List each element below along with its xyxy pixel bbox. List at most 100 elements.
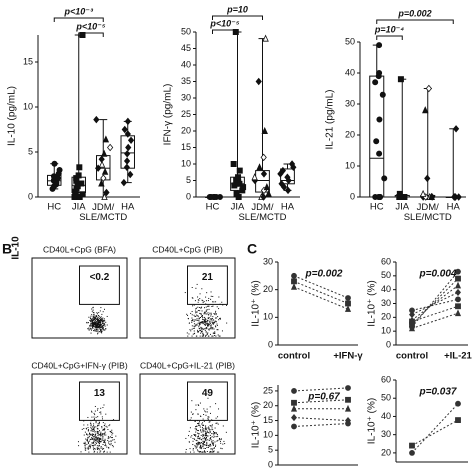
- flow-event: [100, 331, 102, 333]
- flow-frame: [139, 257, 236, 339]
- flow-event: [89, 317, 91, 319]
- flow-event: [198, 425, 200, 427]
- flow-event: [100, 431, 102, 433]
- flow-event: [199, 438, 201, 440]
- flow-event: [188, 435, 190, 437]
- flow-event: [190, 411, 192, 413]
- flow-event: [205, 300, 207, 302]
- flow-event: [200, 451, 202, 453]
- flow-event: [194, 327, 196, 329]
- flow-event: [83, 442, 85, 444]
- flow-event: [99, 440, 101, 442]
- data-point: [102, 135, 110, 143]
- flow-event: [104, 423, 106, 425]
- y-tick-label: 0: [268, 339, 273, 349]
- pair-line: [411, 278, 459, 325]
- flow-event: [199, 298, 201, 300]
- flow-event: [93, 447, 95, 449]
- flow-event: [193, 433, 195, 435]
- flow-event: [92, 324, 94, 326]
- flow-event: [101, 439, 103, 441]
- flow-event: [97, 327, 99, 329]
- flow-event: [92, 428, 94, 430]
- flow-event: [209, 325, 211, 327]
- flow-event: [218, 438, 220, 440]
- data-point: [290, 283, 298, 290]
- flow-event: [90, 329, 92, 331]
- flow-event: [200, 322, 202, 324]
- flow-event: [209, 451, 211, 453]
- flow-event: [217, 439, 219, 441]
- flow-event: [215, 422, 217, 424]
- flow-event: [191, 435, 193, 437]
- data-point: [290, 404, 298, 412]
- pair-line: [293, 399, 349, 404]
- flow-event: [199, 335, 201, 337]
- flow-event: [214, 427, 216, 429]
- flow-event: [226, 322, 228, 324]
- flow-event: [211, 436, 213, 438]
- flow-event: [92, 426, 94, 428]
- flow-event: [209, 443, 211, 445]
- flow-event: [195, 315, 197, 317]
- flow-event: [196, 311, 198, 313]
- flow-event: [194, 428, 196, 430]
- annotation: p=10⁻⁴: [374, 24, 405, 34]
- flow-event: [92, 322, 94, 324]
- flow-event: [200, 442, 202, 444]
- flow-event: [206, 411, 208, 413]
- flow-event: [196, 324, 198, 326]
- flow-event: [214, 333, 216, 335]
- flow-event: [102, 448, 104, 450]
- x-tick-label: JDM/SLE/MCTD: [79, 202, 127, 223]
- flow-event: [215, 444, 217, 446]
- flow-event: [213, 447, 215, 449]
- flow-event: [94, 322, 96, 324]
- flow-event: [104, 431, 106, 433]
- flow-event: [96, 322, 98, 324]
- flow-event: [100, 325, 102, 327]
- flow-event: [103, 429, 105, 431]
- flow-event: [187, 335, 189, 337]
- flow-event: [85, 427, 87, 429]
- data-point: [376, 42, 383, 49]
- flow-event: [208, 328, 210, 330]
- flow-event: [98, 434, 100, 436]
- flow-event: [197, 430, 199, 432]
- flow-event: [93, 437, 95, 439]
- flow-event: [83, 420, 85, 422]
- flow-event: [91, 410, 93, 412]
- flow-event: [194, 310, 196, 312]
- gate: [79, 265, 120, 305]
- flow-event: [191, 400, 193, 402]
- flow-event: [206, 446, 208, 448]
- y-tick-label: 45: [181, 43, 191, 53]
- flow-event: [86, 322, 88, 324]
- flow-event: [185, 451, 187, 453]
- annotation: p=0.037: [419, 387, 457, 398]
- flow-event: [92, 325, 94, 327]
- flow-event: [209, 322, 211, 324]
- flow-event: [196, 311, 198, 313]
- flow-event: [93, 423, 95, 425]
- flow-event: [211, 433, 213, 435]
- flow-event: [210, 391, 212, 393]
- flow-event: [196, 443, 198, 445]
- data-point: [455, 193, 462, 201]
- flow-event: [93, 425, 95, 427]
- flow-event: [186, 313, 188, 315]
- pair-line: [411, 419, 459, 447]
- flow-event: [97, 329, 99, 331]
- flow-event: [95, 441, 97, 443]
- flow-event: [95, 436, 97, 438]
- data-point: [232, 28, 239, 35]
- y-axis-label: IL-10⁺ (%): [251, 280, 262, 326]
- flow-event: [212, 295, 214, 297]
- flow-event: [93, 440, 95, 442]
- flow-event: [205, 328, 207, 330]
- x-tick-label: HC: [370, 202, 384, 213]
- flow-event: [104, 439, 106, 441]
- flow-event: [191, 325, 193, 327]
- flow-event: [212, 319, 214, 321]
- y-axis-label: IFN-γ (pg/mL): [163, 84, 174, 146]
